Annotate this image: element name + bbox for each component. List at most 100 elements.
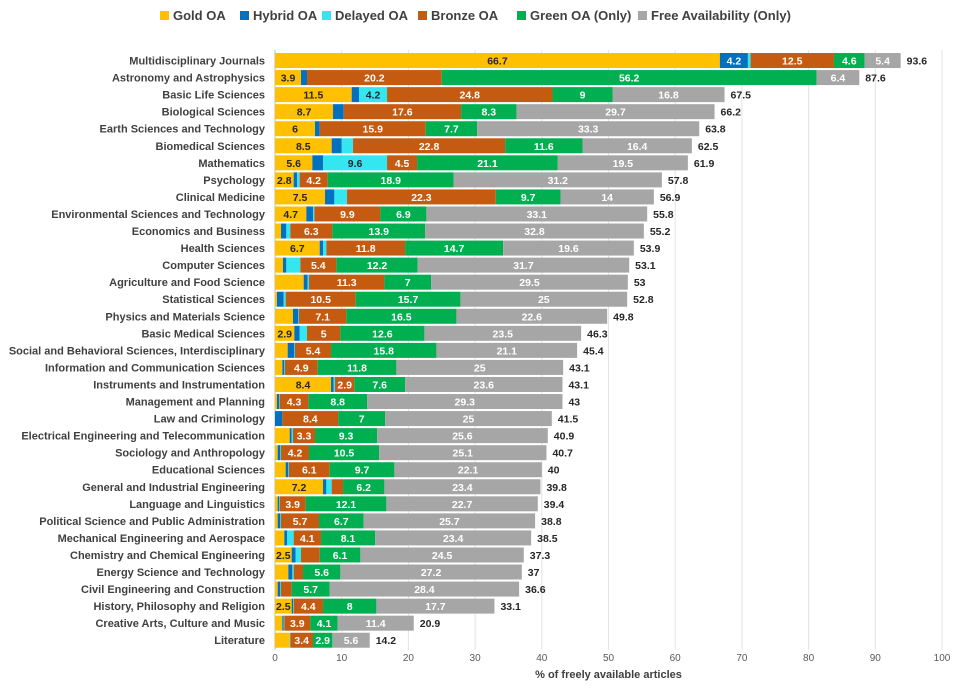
bar-segment-delayed-oa — [283, 615, 285, 631]
bar-segment-hybrid-oa — [277, 291, 284, 307]
x-tick-label: 90 — [870, 653, 882, 664]
bar-segment-green-oa-only — [425, 121, 478, 137]
bar-segment-gold-oa — [275, 359, 283, 375]
category-label: Earth Sciences and Technology — [100, 124, 266, 136]
data-label: 16.8 — [658, 90, 679, 102]
data-label: 7 — [405, 277, 411, 289]
legend-swatch-delayed-oa — [322, 11, 331, 20]
bar-segment-bronze-oa — [299, 308, 347, 324]
bar-segment-bronze-oa — [279, 394, 309, 410]
bar-segment-delayed-oa — [341, 138, 354, 154]
legend-swatch-green-oa-only — [517, 11, 526, 20]
data-label: 10.5 — [334, 448, 355, 460]
category-label: Statistical Sciences — [162, 294, 265, 306]
bar-segment-gold-oa — [275, 53, 720, 69]
data-label: 23.5 — [493, 328, 514, 340]
data-label: 4.2 — [366, 90, 381, 102]
category-label: Creative Arts, Culture and Music — [95, 618, 265, 630]
data-label: 5.4 — [875, 56, 890, 68]
bar-segment-delayed-oa — [288, 462, 290, 478]
bar-segment-bronze-oa — [319, 121, 426, 137]
data-label: 11.3 — [337, 277, 357, 289]
data-label: 12.5 — [782, 56, 803, 68]
data-label: 12.6 — [372, 328, 393, 340]
bar-segment-free-availability-only — [337, 615, 414, 631]
bar-segment-gold-oa — [275, 598, 292, 614]
data-label: 22.7 — [452, 499, 473, 511]
bar-segment-green-oa-only — [315, 428, 378, 444]
bar-segment-hybrid-oa — [293, 308, 299, 324]
total-label: 43.1 — [568, 379, 589, 391]
bar-segment-green-oa-only — [309, 445, 380, 461]
category-label: Language and Linguistics — [129, 499, 265, 511]
data-label: 14.7 — [444, 243, 465, 255]
data-label: 8.7 — [297, 107, 312, 119]
x-tick-label: 20 — [403, 653, 415, 664]
data-label: 22.3 — [411, 192, 432, 204]
data-label: 22.8 — [419, 141, 440, 153]
bar-segment-delayed-oa — [323, 155, 388, 171]
bar-segment-green-oa-only — [461, 104, 517, 120]
bar-segment-delayed-oa — [283, 291, 286, 307]
category-label: Civil Engineering and Construction — [81, 584, 265, 596]
total-label: 40.7 — [552, 448, 573, 460]
legend-swatch-bronze-oa — [418, 11, 427, 20]
bar-segment-bronze-oa — [299, 172, 328, 188]
category-label: Psychology — [203, 175, 266, 187]
bar-segment-green-oa-only — [313, 632, 333, 648]
bar-segment-green-oa-only — [308, 394, 368, 410]
data-label: 8.8 — [330, 397, 345, 409]
bar-segment-free-availability-only — [557, 155, 688, 171]
bar-segment-hybrid-oa — [275, 411, 283, 427]
legend-label-bronze-oa: Bronze OA — [431, 8, 499, 23]
bar-segment-hybrid-oa — [331, 138, 342, 154]
bar-segment-green-oa-only — [343, 479, 385, 495]
category-label: Information and Communication Sciences — [45, 362, 265, 374]
bar-segment-hybrid-oa — [284, 530, 288, 546]
total-label: 43.1 — [569, 362, 590, 374]
total-label: 40.9 — [554, 431, 575, 443]
data-label: 7.5 — [293, 192, 308, 204]
bar-segment-free-availability-only — [477, 121, 700, 137]
bar-segment-delayed-oa — [291, 428, 294, 444]
bar-segment-hybrid-oa — [291, 598, 294, 614]
bar-segment-gold-oa — [275, 257, 284, 273]
data-label: 3.9 — [281, 73, 296, 85]
bar-segment-hybrid-oa — [285, 462, 289, 478]
data-label: 24.5 — [432, 550, 453, 562]
bar-segment-free-availability-only — [426, 206, 648, 222]
bar-segment-hybrid-oa — [291, 547, 296, 563]
x-axis-ticks: 0 10 20 30 40 50 60 70 80 90 100 — [272, 653, 951, 664]
bar-segment-hybrid-oa — [277, 496, 280, 512]
data-label: 19.6 — [558, 243, 579, 255]
bar-segment-hybrid-oa — [289, 428, 292, 444]
total-label: 40 — [548, 465, 560, 477]
legend-label-free-availability-only: Free Availability (Only) — [651, 8, 791, 23]
bar-segment-free-availability-only — [417, 257, 630, 273]
data-label: 29.7 — [605, 107, 626, 119]
data-label: 4.2 — [306, 175, 321, 187]
data-label: 21.1 — [497, 345, 518, 357]
total-label: 33.1 — [500, 601, 521, 613]
bar-segment-gold-oa — [275, 223, 282, 239]
data-label: 3.9 — [290, 618, 305, 630]
bar-segment-delayed-oa — [323, 240, 327, 256]
bar-segment-bronze-oa — [281, 445, 310, 461]
bar-segment-free-availability-only — [379, 445, 547, 461]
category-label: Clinical Medicine — [176, 192, 265, 204]
total-label: 63.8 — [705, 124, 726, 136]
data-label: 11.8 — [347, 362, 367, 374]
bar-segment-delayed-oa — [299, 325, 308, 341]
bar-segment-gold-oa — [275, 189, 326, 205]
category-label: Basic Medical Sciences — [141, 328, 265, 340]
bar-segment-green-oa-only — [441, 70, 817, 86]
total-label: 53.9 — [640, 243, 661, 255]
total-label: 37.3 — [530, 550, 551, 562]
bar-segment-free-availability-only — [503, 240, 634, 256]
bar-segment-hybrid-oa — [312, 155, 324, 171]
bar-segment-green-oa-only — [417, 155, 558, 171]
data-label: 27.2 — [421, 567, 442, 579]
data-label: 11.6 — [534, 141, 554, 153]
bar-segment-bronze-oa — [307, 70, 442, 86]
bar-segment-green-oa-only — [552, 87, 613, 103]
